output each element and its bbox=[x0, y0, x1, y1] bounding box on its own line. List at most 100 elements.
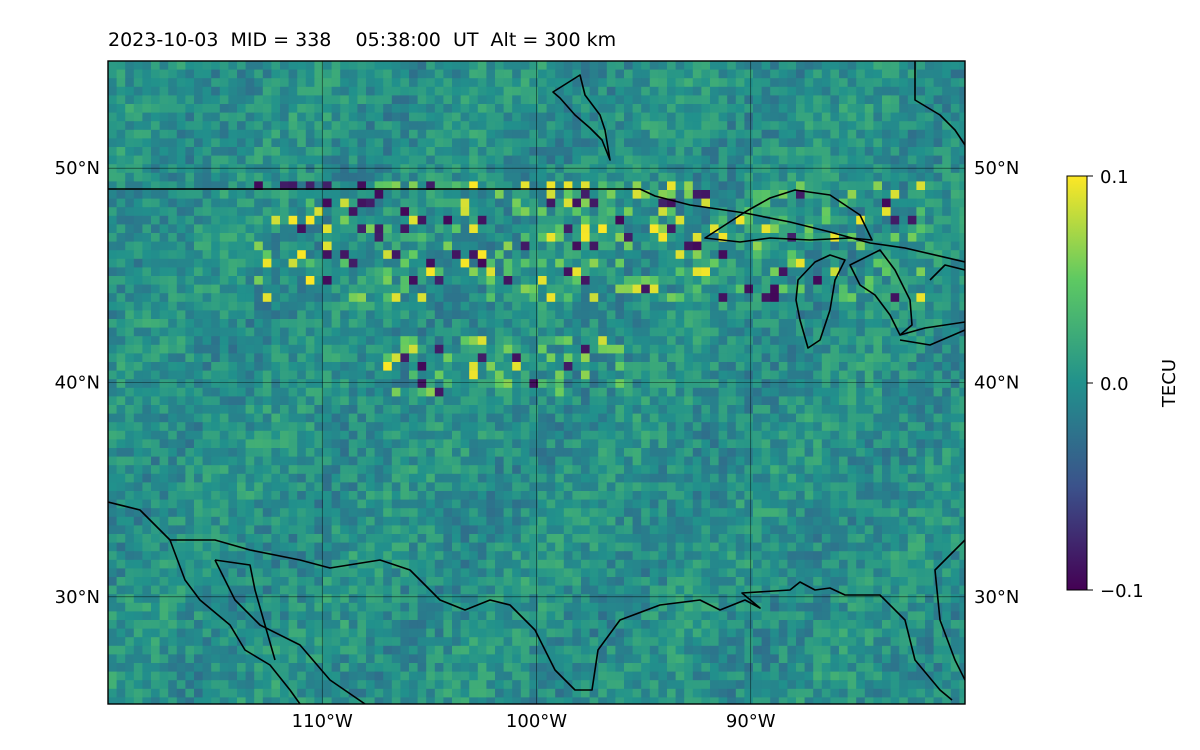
heatmap-cell bbox=[409, 172, 418, 182]
heatmap-cell bbox=[692, 121, 702, 131]
heatmap-cell bbox=[658, 293, 668, 303]
heatmap-cell bbox=[606, 190, 616, 199]
heatmap-cell bbox=[830, 233, 840, 242]
heatmap-cell bbox=[116, 164, 126, 174]
heatmap-cell bbox=[116, 61, 126, 70]
heatmap-cell bbox=[804, 284, 814, 294]
heatmap-cell bbox=[409, 422, 418, 432]
heatmap-cell bbox=[323, 422, 332, 432]
heatmap-cell bbox=[624, 241, 633, 251]
heatmap-cell bbox=[813, 61, 823, 70]
heatmap-cell bbox=[710, 327, 719, 337]
heatmap-cell bbox=[718, 370, 728, 380]
heatmap-cell bbox=[262, 233, 272, 242]
heatmap-cell bbox=[649, 422, 659, 432]
heatmap-cell bbox=[495, 258, 504, 268]
heatmap-cell bbox=[563, 482, 573, 492]
heatmap-cell bbox=[701, 430, 711, 440]
heatmap-cell bbox=[512, 95, 522, 105]
heatmap-cell bbox=[194, 344, 203, 354]
heatmap-cell bbox=[262, 61, 272, 70]
heatmap-cell bbox=[116, 181, 126, 191]
heatmap-cell bbox=[770, 362, 780, 371]
heatmap-cell bbox=[228, 482, 238, 492]
heatmap-cell bbox=[581, 473, 590, 483]
heatmap-cell bbox=[383, 387, 393, 397]
heatmap-cell bbox=[942, 276, 952, 285]
heatmap-cell bbox=[400, 233, 410, 242]
heatmap-cell bbox=[632, 198, 642, 208]
heatmap-cell bbox=[744, 387, 754, 397]
heatmap-cell bbox=[237, 465, 246, 475]
heatmap-cell bbox=[598, 327, 608, 337]
heatmap-cell bbox=[176, 439, 186, 449]
heatmap-cell bbox=[443, 301, 453, 311]
heatmap-cell bbox=[890, 181, 900, 191]
heatmap-cell bbox=[658, 301, 668, 311]
heatmap-cell bbox=[168, 250, 178, 260]
heatmap-cell bbox=[434, 456, 444, 466]
heatmap-cell bbox=[477, 405, 487, 414]
heatmap-cell bbox=[503, 61, 513, 70]
heatmap-cell bbox=[391, 422, 401, 432]
heatmap-cell bbox=[426, 172, 436, 182]
heatmap-cell bbox=[142, 473, 152, 483]
heatmap-cell bbox=[916, 456, 926, 466]
heatmap-cell bbox=[391, 267, 401, 277]
heatmap-cell bbox=[151, 121, 160, 131]
heatmap-cell bbox=[761, 155, 771, 165]
heatmap-cell bbox=[460, 353, 470, 363]
heatmap-cell bbox=[108, 344, 117, 354]
heatmap-cell bbox=[796, 86, 805, 96]
heatmap-cell bbox=[959, 172, 965, 182]
heatmap-cell bbox=[133, 190, 143, 199]
heatmap-cell bbox=[804, 164, 814, 174]
heatmap-cell bbox=[581, 86, 590, 96]
heatmap-cell bbox=[821, 344, 831, 354]
heatmap-cell bbox=[649, 482, 659, 492]
heatmap-cell bbox=[770, 319, 780, 328]
heatmap-cell bbox=[744, 147, 754, 156]
heatmap-cell bbox=[133, 172, 143, 182]
heatmap-cell bbox=[185, 379, 195, 389]
heatmap-cell bbox=[529, 344, 539, 354]
heatmap-cell bbox=[770, 138, 780, 148]
heatmap-cell bbox=[237, 456, 246, 466]
heatmap-cell bbox=[727, 241, 737, 251]
heatmap-cell bbox=[710, 164, 719, 174]
heatmap-cell bbox=[847, 387, 857, 397]
heatmap-cell bbox=[452, 353, 461, 363]
heatmap-cell bbox=[228, 147, 238, 156]
heatmap-cell bbox=[262, 276, 272, 285]
heatmap-cell bbox=[323, 198, 332, 208]
heatmap-cell bbox=[572, 439, 582, 449]
heatmap-cell bbox=[185, 95, 195, 105]
heatmap-cell bbox=[718, 181, 728, 191]
heatmap-cell bbox=[615, 362, 625, 371]
heatmap-cell bbox=[262, 121, 272, 131]
heatmap-cell bbox=[452, 258, 461, 268]
heatmap-cell bbox=[460, 61, 470, 70]
heatmap-cell bbox=[821, 155, 831, 165]
heatmap-cell bbox=[796, 147, 805, 156]
heatmap-cell bbox=[245, 147, 255, 156]
heatmap-cell bbox=[374, 370, 384, 380]
heatmap-cell bbox=[959, 86, 965, 96]
heatmap-cell bbox=[151, 379, 160, 389]
heatmap-cell bbox=[151, 327, 160, 337]
heatmap-cell bbox=[340, 362, 350, 371]
heatmap-cell bbox=[417, 448, 427, 457]
heatmap-cell bbox=[108, 327, 117, 337]
heatmap-cell bbox=[555, 405, 565, 414]
heatmap-cell bbox=[606, 482, 616, 492]
heatmap-cell bbox=[546, 276, 556, 285]
heatmap-cell bbox=[546, 155, 556, 165]
heatmap-cell bbox=[856, 69, 866, 79]
heatmap-cell bbox=[297, 319, 307, 328]
heatmap-cell bbox=[890, 224, 900, 234]
heatmap-cell bbox=[133, 147, 143, 156]
heatmap-cell bbox=[796, 104, 805, 113]
heatmap-cell bbox=[400, 198, 410, 208]
heatmap-cell bbox=[383, 138, 393, 148]
heatmap-cell bbox=[856, 413, 866, 423]
